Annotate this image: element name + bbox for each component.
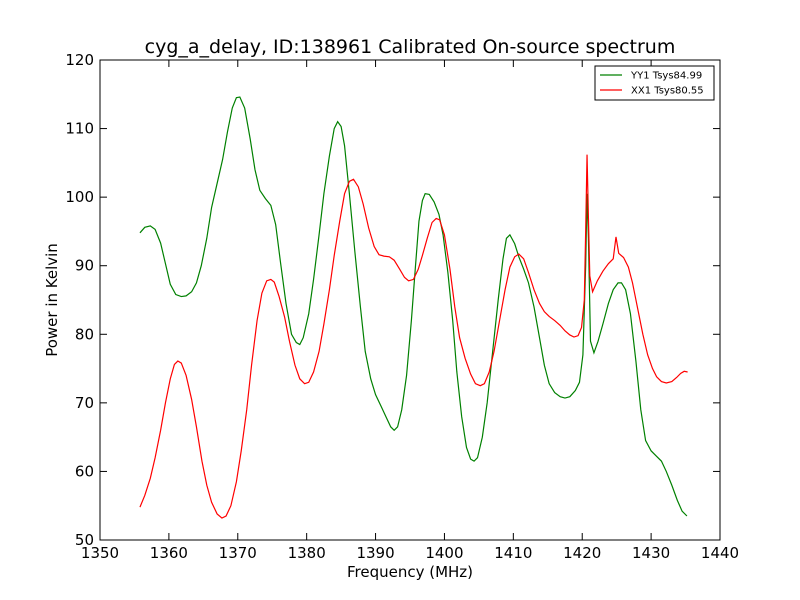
x-tick-label: 1350 (81, 544, 119, 562)
series-layer (139, 96, 688, 519)
legend-label-1: YY1 Tsys84.99 (630, 71, 702, 82)
ticks-layer: 1350 1360 1370 1380 1390 1400 1410 1420 1430 1440… (65, 51, 739, 562)
x-tick-label: 1380 (288, 544, 326, 562)
x-tick-label: 1440 (701, 544, 739, 562)
legend-box (594, 65, 715, 101)
y-tick-label: 70 (75, 394, 94, 412)
y-tick-label: 50 (75, 531, 94, 549)
x-tick-label: 1430 (632, 544, 670, 562)
series-line-2 (139, 154, 688, 519)
legend-label-2: XX1 Tsys80.55 (631, 86, 704, 97)
legend: YY1 Tsys84.99 XX1 Tsys80.55 (594, 65, 715, 101)
y-tick-label: 60 (75, 462, 94, 480)
y-tick-label: 100 (65, 188, 94, 206)
y-axis-label: Power in Kelvin (43, 243, 61, 357)
x-tick-label: 1370 (219, 544, 257, 562)
x-tick-label: 1420 (563, 544, 601, 562)
series-line-1 (139, 96, 688, 517)
x-tick-label: 1400 (425, 544, 463, 562)
plot-area-frame (99, 59, 721, 541)
chart-title: cyg_a_delay, ID:138961 Calibrated On-sou… (145, 36, 676, 58)
x-axis-label: Frequency (MHz) (347, 563, 473, 581)
x-tick-label: 1360 (150, 544, 188, 562)
y-tick-label: 120 (65, 51, 94, 69)
y-tick-label: 90 (75, 257, 94, 275)
y-tick-label: 110 (65, 120, 94, 138)
x-tick-label: 1390 (356, 544, 394, 562)
y-tick-label: 80 (75, 325, 94, 343)
x-tick-label: 1410 (494, 544, 532, 562)
